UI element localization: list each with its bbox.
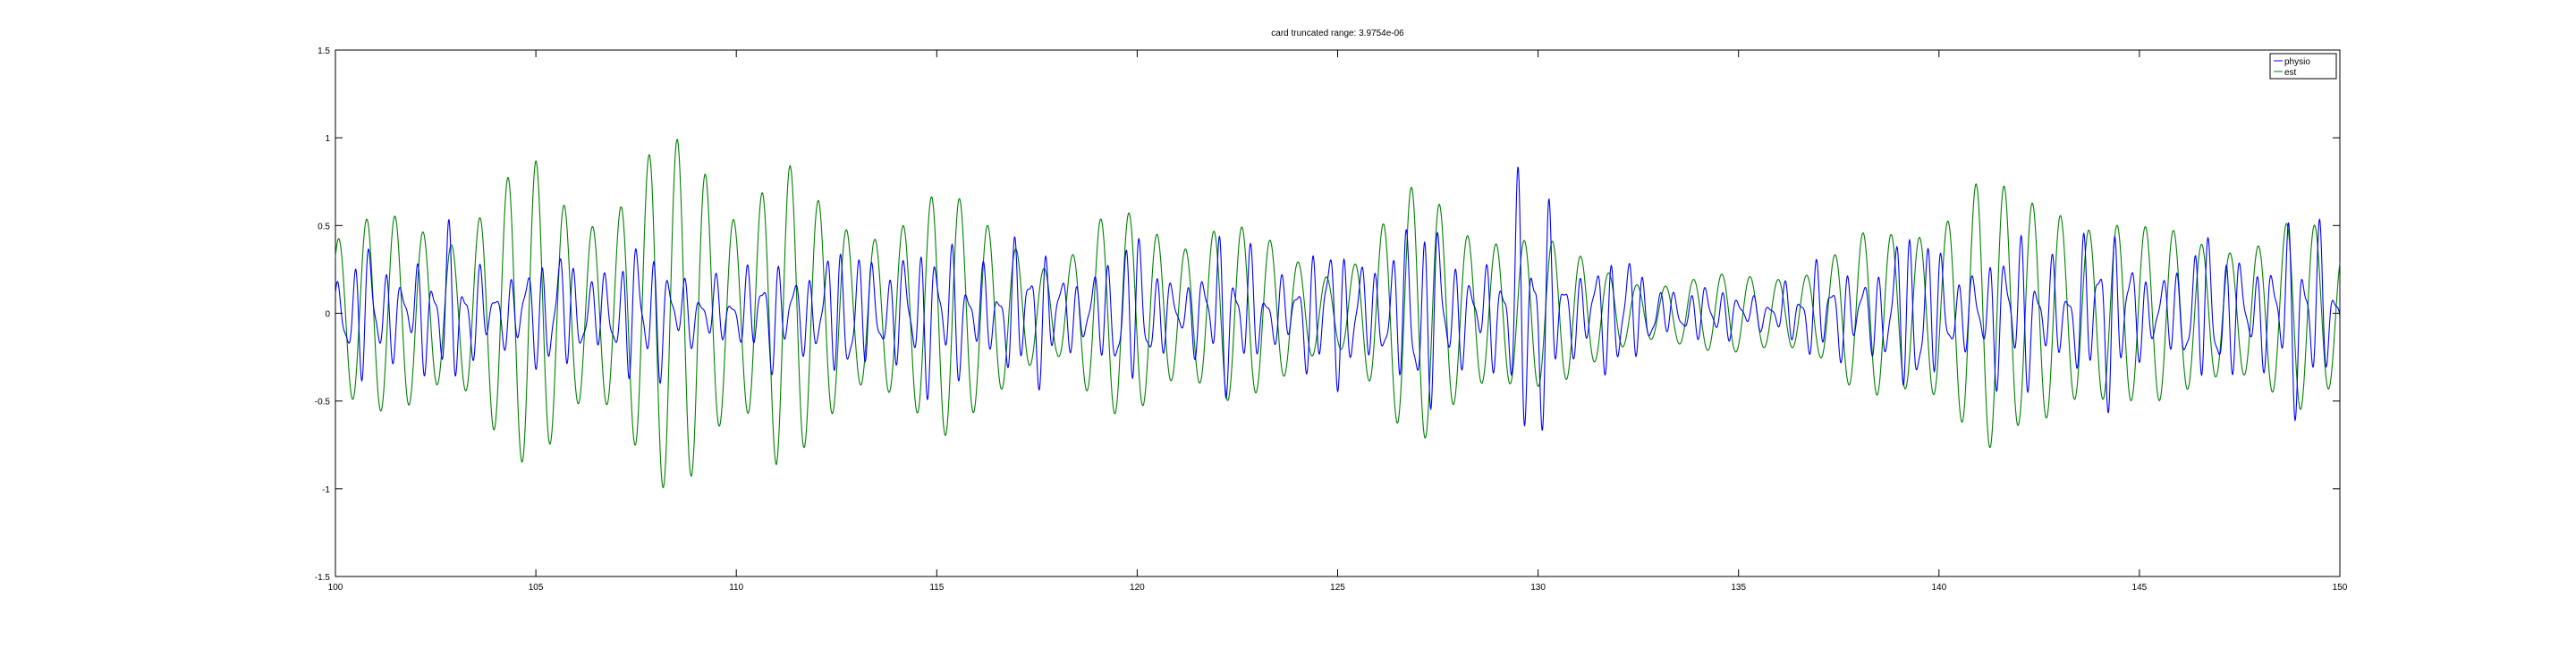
legend-label-physio: physio	[2284, 57, 2310, 67]
plot-area	[335, 49, 2341, 577]
x-tick-label: 105	[529, 583, 544, 593]
series-line-physio	[335, 166, 2341, 431]
x-tick-label: 140	[1931, 583, 1946, 593]
y-tick-label: 1	[325, 134, 330, 144]
x-tick-label: 150	[2333, 583, 2348, 593]
legend-box	[2269, 53, 2337, 80]
x-tick-label: 145	[2132, 583, 2148, 593]
series-lines	[335, 139, 2341, 489]
legend-label-est: est	[2284, 68, 2297, 78]
y-tick-label: -1	[322, 485, 330, 495]
chart-title: card truncated range: 3.9754e-06	[1271, 29, 1404, 38]
legend: physio est	[2269, 53, 2337, 80]
y-tick-label: 0	[325, 310, 330, 320]
x-tick-label: 100	[328, 583, 343, 593]
y-tick-label: 1.5	[318, 46, 330, 56]
axis-ticks: 100 105 110 115 120 125 130 135 140 145 150 -1.5 -1 -…	[315, 46, 2348, 593]
series-line-est	[335, 139, 2341, 489]
y-tick-label: -0.5	[315, 398, 331, 408]
x-tick-label: 115	[929, 583, 944, 593]
y-tick-label: 0.5	[318, 222, 330, 231]
x-tick-label: 120	[1130, 583, 1145, 593]
x-tick-label: 125	[1330, 583, 1345, 593]
y-tick-label: -1.5	[315, 573, 331, 583]
x-tick-label: 130	[1530, 583, 1546, 593]
x-tick-label: 110	[729, 583, 743, 593]
x-tick-label: 135	[1731, 583, 1746, 593]
